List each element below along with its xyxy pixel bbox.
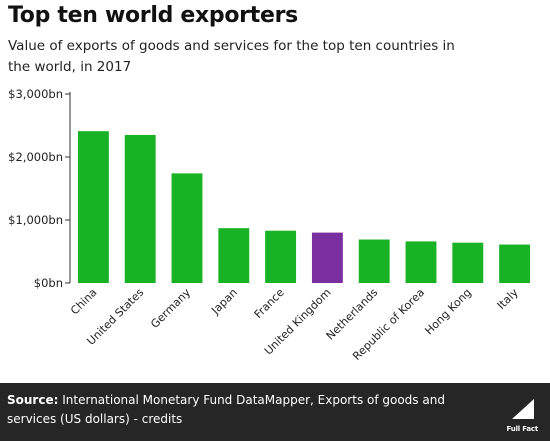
- bars: [77, 131, 531, 283]
- bar-germany: [171, 173, 203, 283]
- y-tick-label: $1,000bn: [8, 213, 63, 227]
- source-text: International Monetary Fund DataMapper, …: [7, 393, 445, 426]
- full-fact-logo: Full Fact: [500, 395, 542, 435]
- bar-united-states: [124, 134, 156, 283]
- bar-hong-kong: [452, 242, 484, 283]
- y-axis: $0bn $1,000bn $2,000bn $3,000bn: [8, 87, 71, 290]
- x-tick-label: France: [252, 286, 287, 321]
- source-label: Source:: [7, 393, 59, 407]
- bar-japan: [218, 228, 250, 283]
- x-tick-label: Germany: [148, 286, 193, 331]
- chart-title: Top ten world exporters: [8, 3, 298, 28]
- source-footer: Source: International Monetary Fund Data…: [0, 383, 550, 441]
- chart-subtitle: Value of exports of goods and services f…: [8, 38, 455, 75]
- bar-netherlands: [358, 239, 390, 283]
- source-note: Source: International Monetary Fund Data…: [7, 391, 492, 429]
- x-tick-label: China: [68, 286, 99, 317]
- bar-italy: [499, 244, 531, 283]
- x-tick-label: Italy: [495, 286, 521, 312]
- bar-republic-of-korea: [405, 241, 437, 283]
- y-tick-label: $2,000bn: [8, 150, 63, 164]
- full-fact-logo-mark-icon: [512, 399, 534, 419]
- bar-chart: $0bn$1,000bn$2,000bn$3,000bn ChinaUnited…: [8, 87, 531, 363]
- x-tick-label: Hong Kong: [422, 286, 473, 337]
- bar-france: [265, 230, 297, 283]
- x-tick-label: Japan: [208, 286, 240, 318]
- bar-china: [77, 131, 109, 283]
- logo-text: Full Fact: [506, 425, 539, 433]
- bar-united-kingdom: [311, 232, 343, 283]
- y-tick-label: $3,000bn: [8, 87, 63, 101]
- y-tick-label: $0bn: [34, 276, 63, 290]
